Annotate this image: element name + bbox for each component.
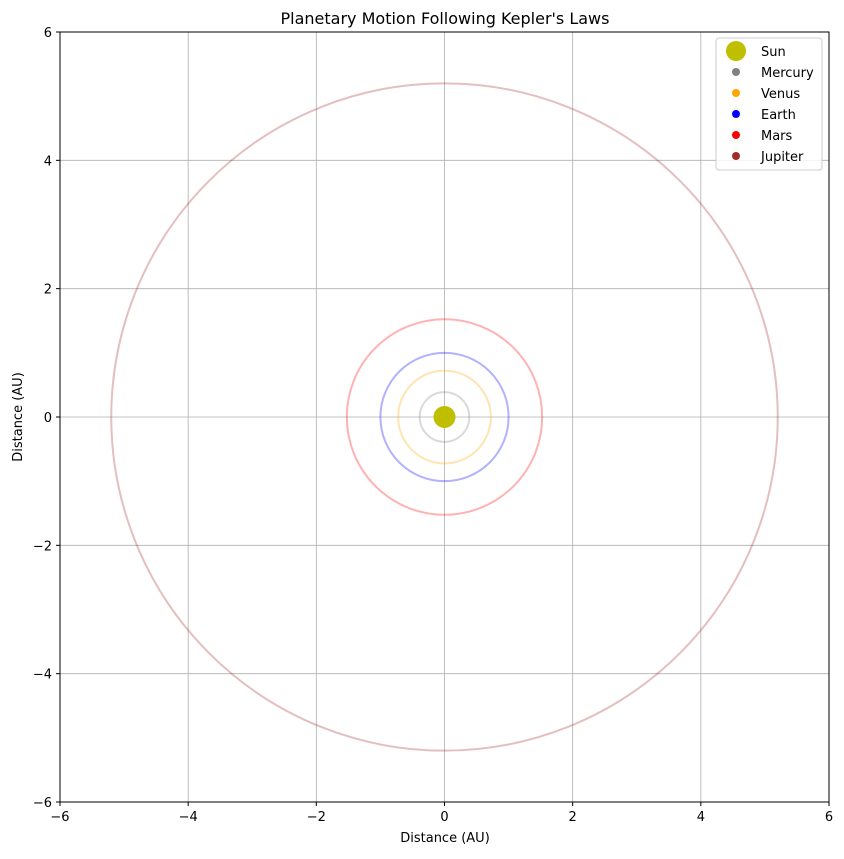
- legend-marker-sun: [726, 41, 746, 61]
- legend-marker-jupiter: [732, 152, 740, 160]
- x-tick-label: 4: [697, 810, 705, 825]
- y-tick-label: 6: [44, 26, 52, 41]
- y-tick-label: −4: [33, 668, 52, 683]
- x-axis-label: Distance (AU): [400, 831, 490, 846]
- legend-label-venus: Venus: [761, 87, 800, 102]
- orbit-earth: [379, 351, 510, 483]
- x-tick-label: 6: [825, 810, 833, 825]
- axis-ticks: −6 −4 −2 0 2 4 6 −6 −4 −2 0 2 4 6: [33, 26, 833, 825]
- body-markers: [433, 406, 456, 428]
- orbit-venus: [397, 369, 492, 465]
- y-tick-label: 0: [44, 411, 52, 426]
- y-tick-label: 2: [44, 283, 52, 298]
- legend-label-mercury: Mercury: [761, 66, 814, 81]
- y-tick-label: 4: [44, 154, 52, 169]
- legend-marker-earth: [732, 110, 740, 118]
- legend-label-mars: Mars: [761, 129, 793, 144]
- y-axis-label: Distance (AU): [11, 372, 26, 462]
- legend: Sun Mercury Venus Earth Mars Jupiter: [715, 37, 823, 171]
- legend-marker-mars: [732, 131, 740, 139]
- orbit-paths: [110, 82, 779, 752]
- orbit-jupiter: [110, 82, 779, 752]
- x-tick-label: 2: [569, 810, 577, 825]
- orbit-mercury: [418, 391, 471, 443]
- x-tick-label: 0: [440, 810, 448, 825]
- legend-marker-venus: [732, 89, 740, 97]
- y-tick-label: −6: [33, 796, 52, 811]
- legend-label-sun: Sun: [761, 45, 786, 60]
- x-tick-label: −6: [50, 810, 69, 825]
- legend-box: [715, 37, 823, 171]
- x-tick-label: −4: [179, 810, 198, 825]
- legend-label-earth: Earth: [761, 108, 796, 123]
- orbit-mars: [345, 318, 544, 516]
- legend-label-jupiter: Jupiter: [760, 150, 804, 165]
- chart-title: Planetary Motion Following Kepler's Laws: [281, 9, 610, 28]
- legend-marker-mercury: [732, 68, 740, 76]
- sun-marker: [433, 406, 456, 428]
- y-tick-label: −2: [33, 539, 52, 554]
- x-tick-label: −2: [307, 810, 326, 825]
